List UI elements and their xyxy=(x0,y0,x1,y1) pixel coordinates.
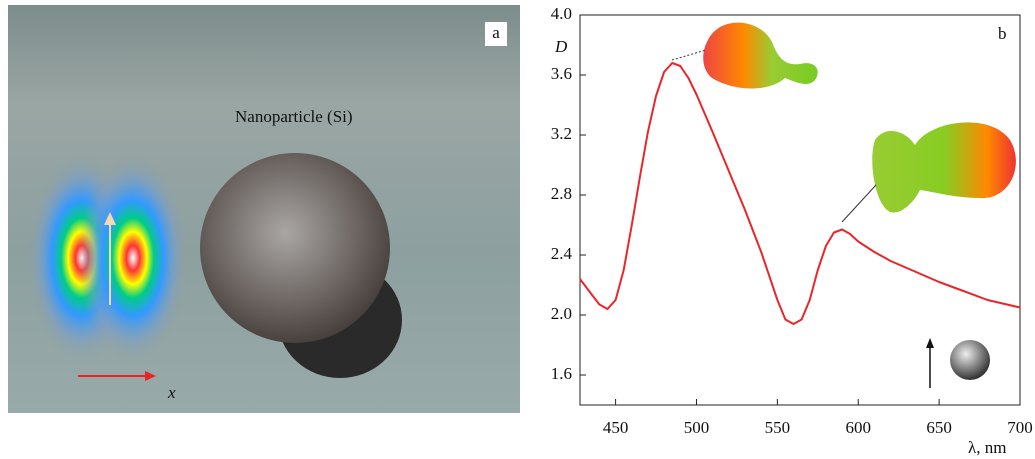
y-tick-label: 2.4 xyxy=(551,244,573,263)
y-tick-label: 2.8 xyxy=(551,184,572,203)
y-tick-label: 2.0 xyxy=(551,304,572,323)
pattern-inset xyxy=(872,122,1016,212)
axis-label: x xyxy=(167,383,176,402)
y-tick-label: 3.6 xyxy=(551,64,572,83)
x-tick-label: 550 xyxy=(765,418,791,437)
y-tick-label: 4.0 xyxy=(551,4,572,23)
y-axis-label: D xyxy=(554,37,568,56)
panel-label: a xyxy=(492,23,500,42)
nanoparticle xyxy=(200,153,390,343)
pointer xyxy=(842,185,876,222)
pattern-inset xyxy=(703,23,817,89)
pointer xyxy=(672,50,706,60)
x-tick-label: 500 xyxy=(684,418,710,437)
plot: b D λ, nm 4.0 3.6 3.2 2.8 2.4 2.0 1.6 450 500 550… xyxy=(551,4,1033,457)
x-axis-label: λ, nm xyxy=(968,438,1006,457)
figure: x Nanoparticle (Si) a b D λ, nm 4.0 3.6 3.… xyxy=(0,0,1035,459)
caption: Nanoparticle (Si) xyxy=(235,107,353,126)
sphere-inset xyxy=(950,340,990,380)
image-panel: x Nanoparticle (Si) a xyxy=(8,5,520,413)
x-tick-label: 600 xyxy=(845,418,871,437)
panel-label: b xyxy=(998,24,1007,43)
inset-arrowhead xyxy=(926,338,934,348)
x-tick-label: 650 xyxy=(926,418,952,437)
x-tick-label: 450 xyxy=(603,418,629,437)
y-tick-label: 1.6 xyxy=(551,364,572,383)
x-tick-label: 700 xyxy=(1007,418,1033,437)
field-lobe xyxy=(78,153,188,363)
y-tick-label: 3.2 xyxy=(551,124,572,143)
